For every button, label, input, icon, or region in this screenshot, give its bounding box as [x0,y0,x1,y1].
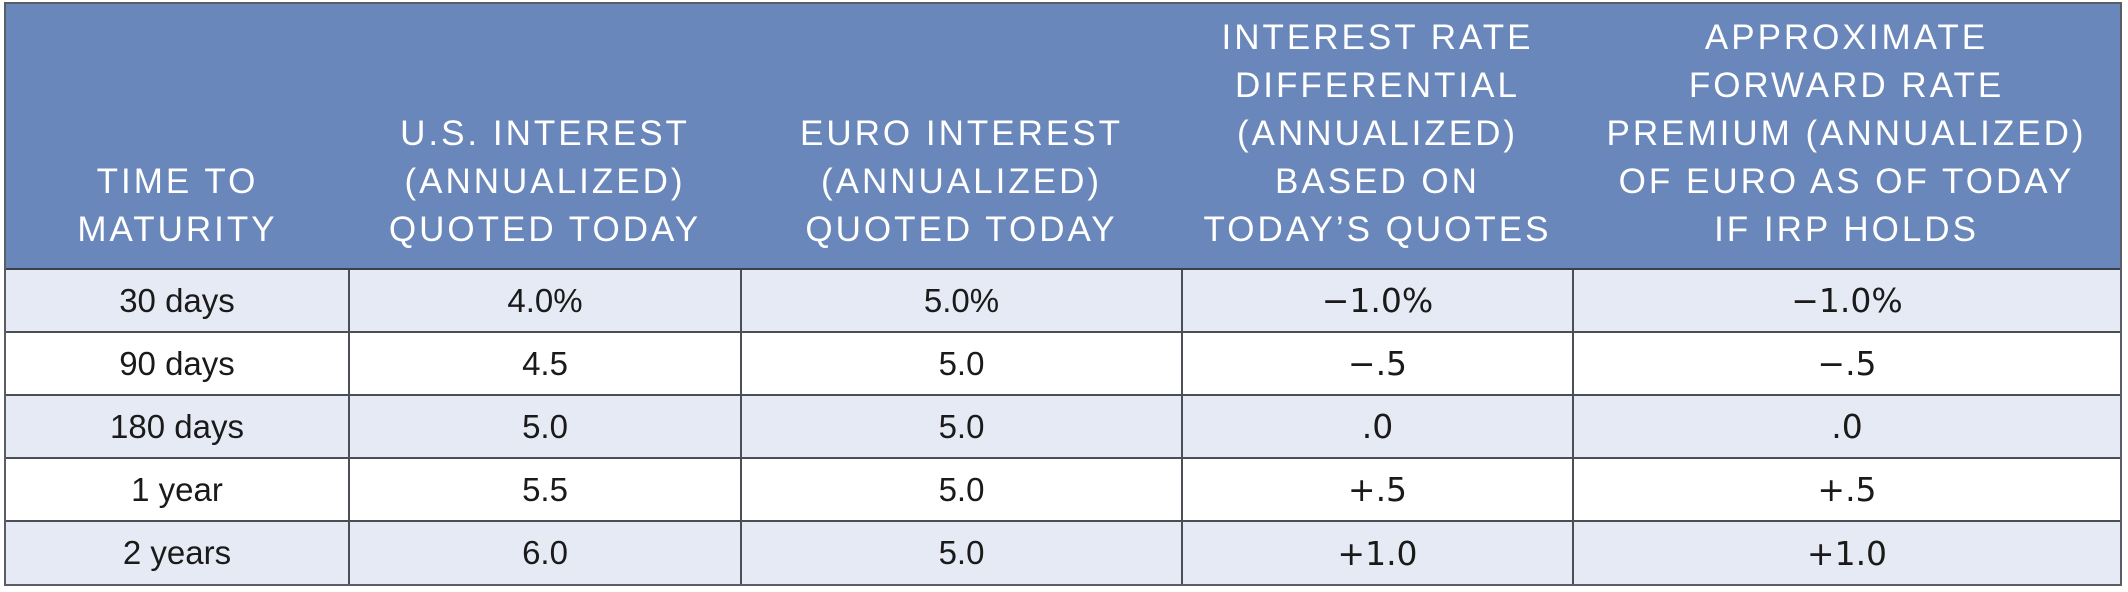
cell-time-to-maturity: 180 days [6,394,349,458]
table-row: 1 year 5.5 5.0 +.5 +.5 [6,457,2120,521]
header-line: INTEREST RATE [1221,18,1534,57]
cell-rate-differential: −1.0% [1181,268,1573,332]
header-line: OF EURO AS OF TODAY [1618,162,2075,201]
cell-euro-interest: 5.0 [740,394,1182,458]
interest-rate-table: TIME TO MATURITY U.S. INTEREST (ANNUALIZ… [6,4,2120,584]
cell-time-to-maturity: 1 year [6,457,349,521]
cell-forward-premium: .0 [1572,394,2120,458]
cell-forward-premium: +.5 [1572,457,2120,521]
cell-rate-differential: .0 [1181,394,1573,458]
cell-euro-interest: 5.0 [740,520,1182,584]
cell-us-interest: 4.0% [348,268,741,332]
header-line: QUOTED TODAY [388,210,702,249]
table-row: 2 years 6.0 5.0 +1.0 +1.0 [6,520,2120,584]
cell-forward-premium: −.5 [1572,331,2120,395]
header-time-to-maturity: TIME TO MATURITY [6,4,349,269]
cell-time-to-maturity: 2 years [6,520,349,584]
cell-us-interest: 4.5 [348,331,741,395]
cell-time-to-maturity: 30 days [6,268,349,332]
table-row: 180 days 5.0 5.0 .0 .0 [6,394,2120,458]
header-line: FORWARD RATE [1688,66,2005,105]
header-line: BASED ON [1275,162,1480,201]
header-us-interest: U.S. INTEREST (ANNUALIZED) QUOTED TODAY [349,4,741,269]
table-header: TIME TO MATURITY U.S. INTEREST (ANNUALIZ… [6,4,2120,269]
table-body: 30 days 4.0% 5.0% −1.0% −1.0% 90 days 4.… [6,268,2120,584]
table-row: 90 days 4.5 5.0 −.5 −.5 [6,331,2120,395]
cell-us-interest: 6.0 [348,520,741,584]
header-line: QUOTED TODAY [805,210,1118,249]
cell-rate-differential: +1.0 [1181,520,1573,584]
header-line: DIFFERENTIAL [1235,66,1520,105]
cell-forward-premium: +1.0 [1572,520,2120,584]
header-euro-interest: EURO INTEREST (ANNUALIZED) QUOTED TODAY [741,4,1182,269]
cell-us-interest: 5.5 [348,457,741,521]
cell-time-to-maturity: 90 days [6,331,349,395]
header-line: (ANNUALIZED) [820,162,1103,201]
cell-euro-interest: 5.0 [740,457,1182,521]
cell-forward-premium: −1.0% [1572,268,2120,332]
cell-rate-differential: −.5 [1181,331,1573,395]
cell-us-interest: 5.0 [348,394,741,458]
header-line: U.S. INTEREST [400,114,690,153]
cell-rate-differential: +.5 [1181,457,1573,521]
header-interest-rate-differential: INTEREST RATE DIFFERENTIAL (ANNUALIZED) … [1182,4,1573,269]
header-line: APPROXIMATE [1704,18,1989,57]
header-forward-rate-premium: APPROXIMATE FORWARD RATE PREMIUM (ANNUAL… [1573,4,2120,269]
table-row: 30 days 4.0% 5.0% −1.0% −1.0% [6,268,2120,332]
header-line: TIME TO [96,162,259,201]
header-row: TIME TO MATURITY U.S. INTEREST (ANNUALIZ… [6,4,2120,269]
header-line: (ANNUALIZED) [404,162,686,201]
rates-table-frame: TIME TO MATURITY U.S. INTEREST (ANNUALIZ… [4,2,2122,586]
cell-euro-interest: 5.0% [740,268,1182,332]
header-line: PREMIUM (ANNUALIZED) [1606,114,2087,153]
header-line: EURO INTEREST [800,114,1123,153]
header-line: MATURITY [77,210,278,249]
header-line: TODAY’S QUOTES [1203,210,1552,249]
header-line: IF IRP HOLDS [1714,210,1979,249]
cell-euro-interest: 5.0 [740,331,1182,395]
header-line: (ANNUALIZED) [1236,114,1519,153]
